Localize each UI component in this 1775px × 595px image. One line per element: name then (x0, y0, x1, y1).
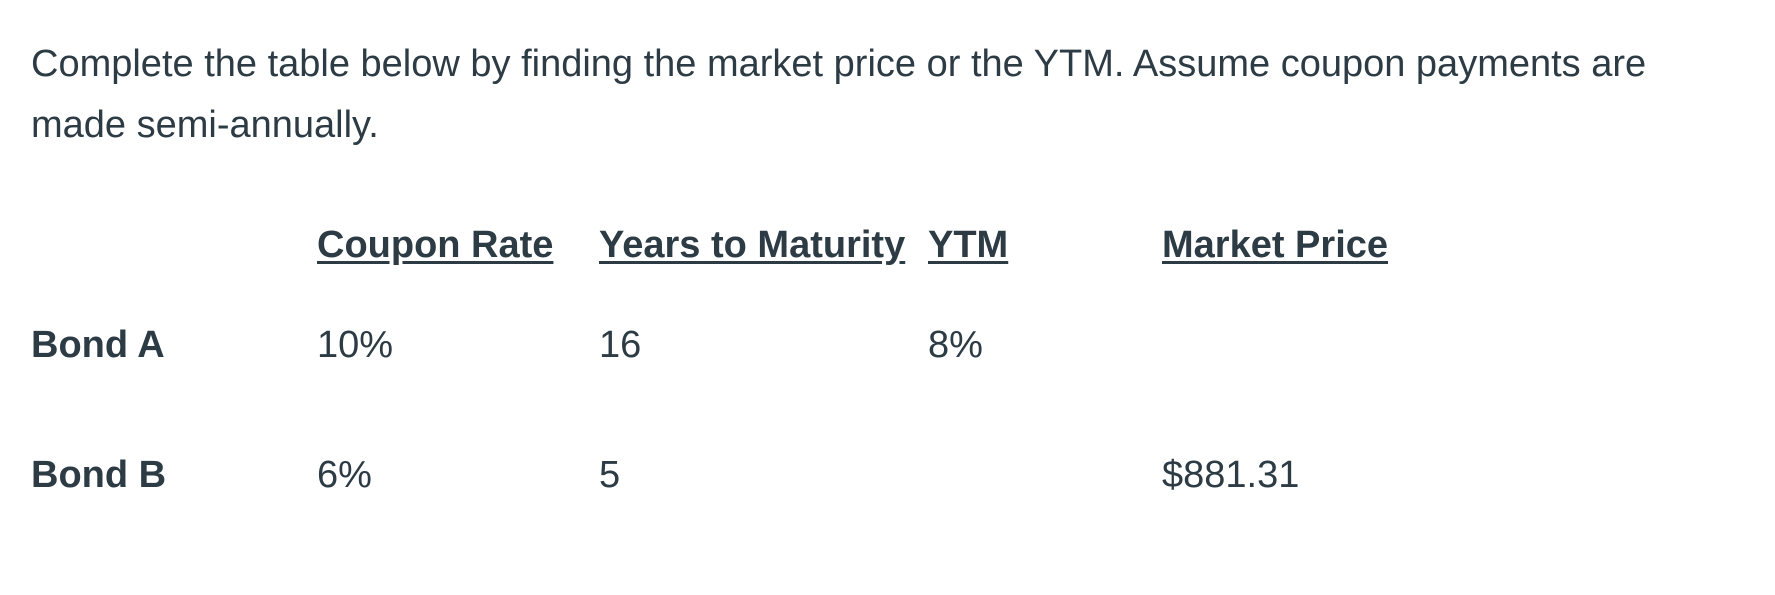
market-price-cell: $881.31 (1162, 453, 1300, 496)
header-market-price: Market Price (1162, 210, 1492, 280)
header-ytm: YTM (928, 210, 1162, 280)
table-row: Bond B 6% 5 $881.31 (31, 410, 1492, 540)
header-ytm-text: YTM (928, 223, 1009, 266)
bond-label-cell: Bond B (31, 453, 167, 496)
ytm-cell (928, 410, 1162, 540)
bond-label-cell: Bond A (31, 323, 165, 366)
table-header-row: Coupon Rate Years to Maturity YTM Market… (31, 210, 1492, 280)
header-coupon-rate-text: Coupon Rate (317, 223, 554, 266)
header-coupon-rate: Coupon Rate (317, 210, 599, 280)
coupon-rate-cell: 10% (317, 323, 394, 366)
years-to-maturity-cell: 16 (599, 323, 642, 366)
header-years-to-maturity: Years to Maturity (599, 210, 928, 280)
bond-table: Coupon Rate Years to Maturity YTM Market… (31, 210, 1492, 540)
coupon-rate-cell: 6% (317, 453, 372, 496)
ytm-cell: 8% (928, 323, 983, 366)
instructions-text: Complete the table below by finding the … (31, 43, 1647, 146)
table-row: Bond A 10% 16 8% (31, 280, 1492, 410)
header-blank (31, 210, 317, 280)
market-price-cell (1162, 280, 1492, 410)
header-years-to-maturity-text: Years to Maturity (599, 223, 906, 266)
years-to-maturity-cell: 5 (599, 453, 621, 496)
header-market-price-text: Market Price (1162, 223, 1389, 266)
